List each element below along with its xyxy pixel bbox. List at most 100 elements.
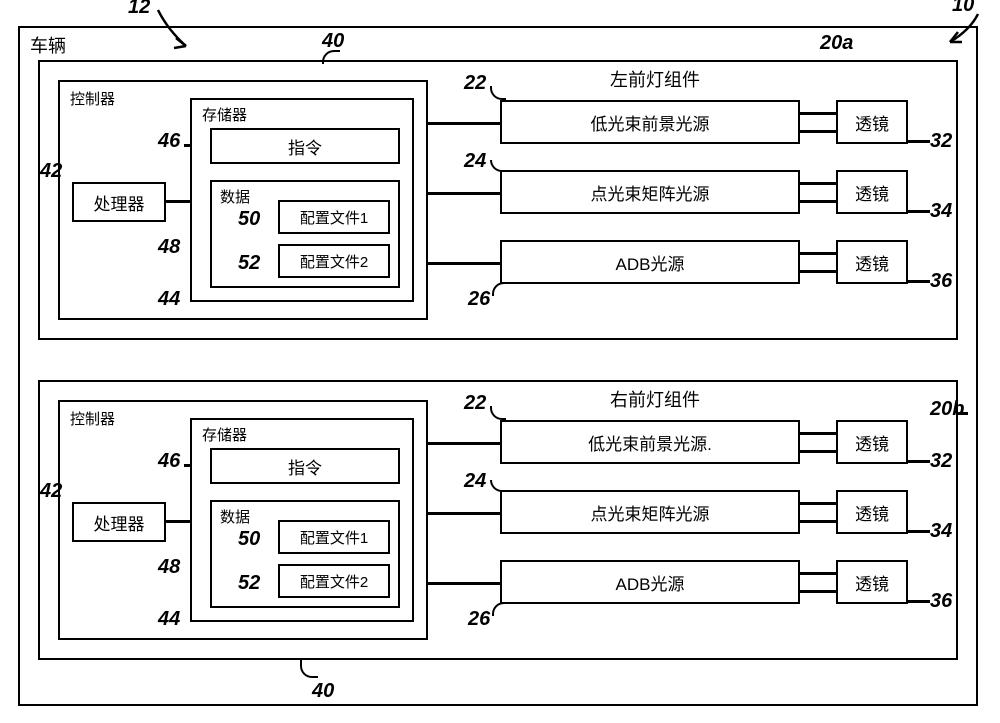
leader-20b [958,412,968,415]
profile2-box-a: 配置文件2 [278,244,390,278]
ref-22-b: 22 [464,392,486,415]
profile1-label-a: 配置文件1 [300,207,368,228]
processor-label-b: 处理器 [94,510,145,535]
conn-src1-lens-b-2 [800,450,836,453]
ref-42-a: 42 [40,160,62,183]
lens3-box-b: 透镜 [836,560,908,604]
ref-34-b: 34 [930,520,952,543]
lens1-box-b: 透镜 [836,420,908,464]
conn-src3-lens-a-1 [800,252,836,255]
data-label-b: 数据 [220,506,250,527]
profile1-label-b: 配置文件1 [300,527,368,548]
processor-box-b: 处理器 [72,502,166,542]
ref-46-a: 46 [158,130,180,153]
leader-32-b [908,460,930,463]
conn-ctl-src3-a [428,262,500,265]
lens1-label-a: 透镜 [855,110,889,135]
memory-label-a: 存储器 [202,104,247,125]
ref-42-b: 42 [40,480,62,503]
src1-box-a: 低光束前景光源 [500,100,800,144]
leader-46-b [184,464,192,467]
lens2-label-a: 透镜 [855,180,889,205]
ref-20b: 20b [930,398,964,421]
lens1-label-b: 透镜 [855,430,889,455]
ref-34-a: 34 [930,200,952,223]
conn-ctl-src2-a [428,192,500,195]
conn-ctl-src1-b [428,442,500,445]
assembly-title-a: 左前灯组件 [610,66,700,92]
leader-46-a [184,144,192,147]
src3-label-a: ADB光源 [616,250,685,275]
ref-36-a: 36 [930,270,952,293]
conn-src2-lens-b-2 [800,520,836,523]
ref-24-a: 24 [464,150,486,173]
conn-ctl-src1-a [428,122,500,125]
ref-44-a: 44 [158,288,180,311]
processor-box-a: 处理器 [72,182,166,222]
src2-box-b: 点光束矩阵光源 [500,490,800,534]
ref-22-a: 22 [464,72,486,95]
arrow-10 [940,12,990,52]
profile2-label-a: 配置文件2 [300,251,368,272]
ref-48-b: 48 [158,556,180,579]
instructions-label-a: 指令 [288,134,322,159]
ref-20a: 20a [820,32,853,55]
conn-src2-lens-a-1 [800,182,836,185]
ref-32-a: 32 [930,130,952,153]
profile1-box-b: 配置文件1 [278,520,390,554]
ref-32-b: 32 [930,450,952,473]
conn-proc-mem-a [166,200,190,203]
src1-box-b: 低光束前景光源. [500,420,800,464]
vehicle-label: 车辆 [30,32,66,58]
leader-32-a [908,140,930,143]
src3-box-b: ADB光源 [500,560,800,604]
lens1-box-a: 透镜 [836,100,908,144]
ref-26-b: 26 [468,608,490,631]
data-label-a: 数据 [220,186,250,207]
assembly-title-b: 右前灯组件 [610,386,700,412]
lens3-label-a: 透镜 [855,250,889,275]
profile2-box-b: 配置文件2 [278,564,390,598]
ref-12: 12 [128,0,150,19]
conn-ctl-src3-b [428,582,500,585]
conn-src3-lens-b-1 [800,572,836,575]
conn-proc-mem-b [166,520,190,523]
instructions-box-b: 指令 [210,448,400,484]
ref-26-a: 26 [468,288,490,311]
src3-label-b: ADB光源 [616,570,685,595]
controller-label-b: 控制器 [70,408,115,429]
leader-36-b [908,600,930,603]
src1-label-b: 低光束前景光源. [588,430,712,455]
instructions-box-a: 指令 [210,128,400,164]
src1-label-a: 低光束前景光源 [591,110,710,135]
leader-34-b [908,530,930,533]
conn-src1-lens-b-1 [800,432,836,435]
conn-src2-lens-b-1 [800,502,836,505]
lens3-box-a: 透镜 [836,240,908,284]
arrow-12 [148,8,208,54]
ref-36-b: 36 [930,590,952,613]
conn-src1-lens-a-1 [800,112,836,115]
lens3-label-b: 透镜 [855,570,889,595]
ref-40-b: 40 [312,680,334,703]
ref-24-b: 24 [464,470,486,493]
ref-52-b: 52 [238,572,260,595]
profile2-label-b: 配置文件2 [300,571,368,592]
src2-label-a: 点光束矩阵光源 [591,180,710,205]
conn-src3-lens-b-2 [800,590,836,593]
conn-ctl-src2-b [428,512,500,515]
conn-src1-lens-a-2 [800,130,836,133]
src3-box-a: ADB光源 [500,240,800,284]
ref-46-b: 46 [158,450,180,473]
ref-10: 10 [952,0,974,17]
leader-36-a [908,280,930,283]
ref-44-b: 44 [158,608,180,631]
controller-label-a: 控制器 [70,88,115,109]
conn-src3-lens-a-2 [800,270,836,273]
lens2-box-a: 透镜 [836,170,908,214]
lens2-box-b: 透镜 [836,490,908,534]
diagram-canvas: 车辆 10 12 左前灯组件 20a 控制器 40 处理器 42 存储器 指令 … [0,0,1000,723]
ref-50-b: 50 [238,528,260,551]
memory-label-b: 存储器 [202,424,247,445]
leader-34-a [908,210,930,213]
